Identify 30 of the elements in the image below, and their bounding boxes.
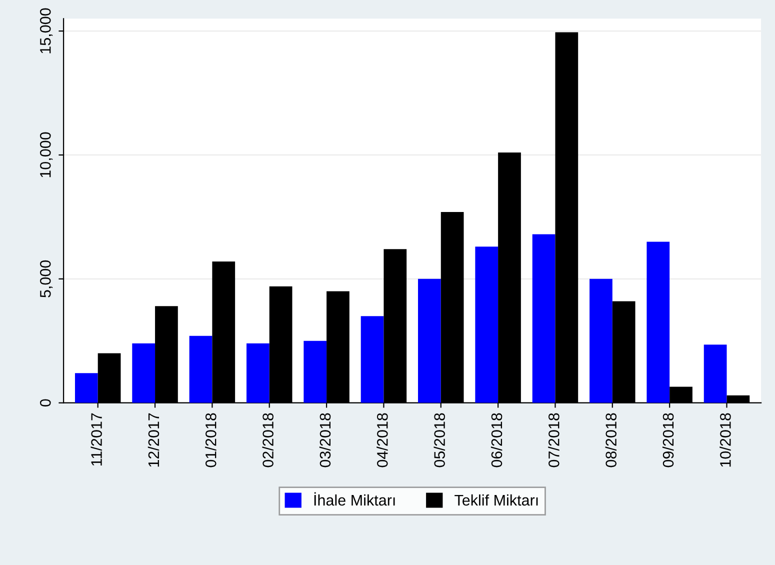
x-tick-label: 10/2018 xyxy=(720,413,731,467)
y-tick-label: 5,000 xyxy=(40,260,53,298)
bar xyxy=(74,373,98,403)
bar xyxy=(418,278,441,403)
bar xyxy=(704,344,727,403)
x-tick-label: 05/2018 xyxy=(434,413,445,468)
legend-label: Teklif Miktarı xyxy=(454,494,538,506)
x-tick-label: 06/2018 xyxy=(490,413,502,468)
x-tick-label: 03/2018 xyxy=(319,413,331,468)
x-tick-label: 12/2017 xyxy=(148,413,160,467)
bar xyxy=(475,246,498,403)
bar xyxy=(132,343,156,403)
x-tick-label: 07/2018 xyxy=(548,413,560,468)
y-tick-label: 15,000 xyxy=(40,8,53,54)
x-tick-label: 09/2018 xyxy=(662,413,674,468)
x-tick-label: 11/2017 xyxy=(90,413,102,466)
bar xyxy=(360,316,384,403)
x-tick-label: 01/2018 xyxy=(205,413,216,468)
bar xyxy=(590,278,612,403)
x-tick-label: 08/2018 xyxy=(605,413,617,468)
bar xyxy=(246,343,270,403)
x-tick-label: 02/2018 xyxy=(262,413,274,468)
bar xyxy=(646,242,670,403)
bar xyxy=(532,234,556,403)
legend-label: İhale Miktarı xyxy=(314,492,395,506)
x-tick-label: 04/2018 xyxy=(376,413,388,468)
y-tick-label: 0 xyxy=(40,399,51,406)
bar xyxy=(189,336,212,403)
bar xyxy=(304,340,327,403)
y-tick-label: 10,000 xyxy=(40,132,53,178)
